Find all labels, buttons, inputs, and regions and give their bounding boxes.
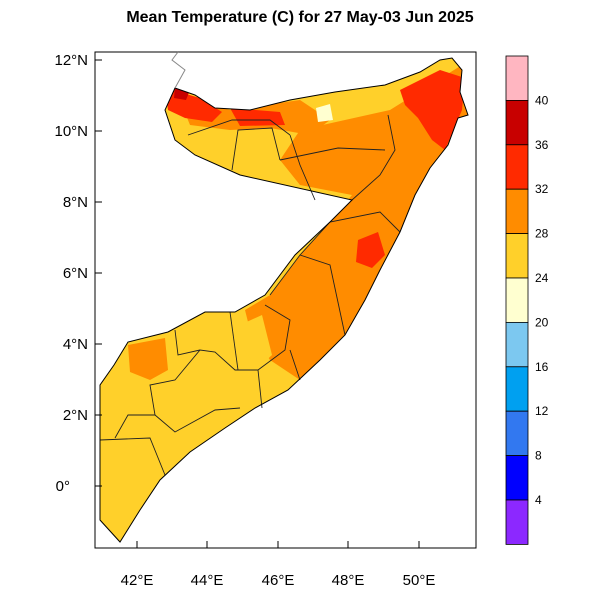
colorbar-box-36-40 (505, 100, 529, 146)
colorbar-label-12: 12 (535, 404, 549, 418)
colorbar-label-24: 24 (535, 271, 549, 285)
colorbar-box-below-4 (505, 499, 529, 545)
temp-band-32-36-ne (400, 70, 465, 150)
colorbar-label-8: 8 (535, 449, 542, 463)
colorbar-label-32: 32 (535, 182, 549, 196)
map-title: Mean Temperature (C) for 27 May-03 Jun 2… (126, 9, 474, 26)
colorbar-label-36: 36 (535, 138, 549, 152)
colorbar-box-16-20 (505, 321, 529, 368)
colorbar-label-28: 28 (535, 227, 549, 241)
lat-label-0: 0° (56, 478, 70, 495)
temp-band-32-36-coast (230, 108, 285, 126)
lon-label-46e: 46°E (262, 572, 295, 589)
colorbar-box-20-24 (505, 277, 529, 323)
colorbar-box-28-32 (505, 188, 529, 234)
lon-label-42e: 42°E (121, 572, 154, 589)
colorbar-label-4: 4 (535, 493, 542, 507)
lon-label-50e: 50°E (403, 572, 436, 589)
lat-label-6n: 6°N (63, 265, 88, 282)
lat-label-12n: 12°N (54, 52, 88, 69)
colorbar-box-24-28 (505, 233, 529, 279)
temp-band-20-24 (316, 104, 333, 122)
temp-band-28-32 (245, 60, 468, 380)
temperature-field (100, 58, 468, 542)
lat-label-2n: 2°N (63, 407, 88, 424)
colorbar-box-12-16 (505, 366, 529, 412)
colorbar-label-40: 40 (535, 93, 549, 107)
colorbar-label-20: 20 (535, 315, 549, 329)
colorbar-box-8-12 (505, 410, 529, 457)
colorbar-box-32-36 (505, 144, 529, 190)
colorbar-box-above-40 (505, 55, 529, 101)
colorbar-label-16: 16 (535, 360, 549, 374)
lat-label-10n: 10°N (54, 123, 88, 140)
temp-band-28-32-south (128, 338, 168, 380)
lon-label-48e: 48°E (332, 572, 365, 589)
region-boundaries (99, 114, 401, 476)
temp-band-32-36-central (356, 232, 385, 268)
country-outline (99, 57, 469, 543)
colorbar-box-4-8 (505, 455, 529, 501)
plot-frame (94, 51, 477, 549)
temp-band-24-28-inner (240, 315, 272, 368)
neighbor-border (171, 51, 186, 89)
lon-label-44e: 44°E (191, 572, 224, 589)
axis-ticks (95, 59, 420, 548)
lat-label-8n: 8°N (63, 194, 88, 211)
colorbar: 40 36 32 28 24 20 16 12 8 4 (505, 55, 549, 545)
lat-label-4n: 4°N (63, 336, 88, 353)
